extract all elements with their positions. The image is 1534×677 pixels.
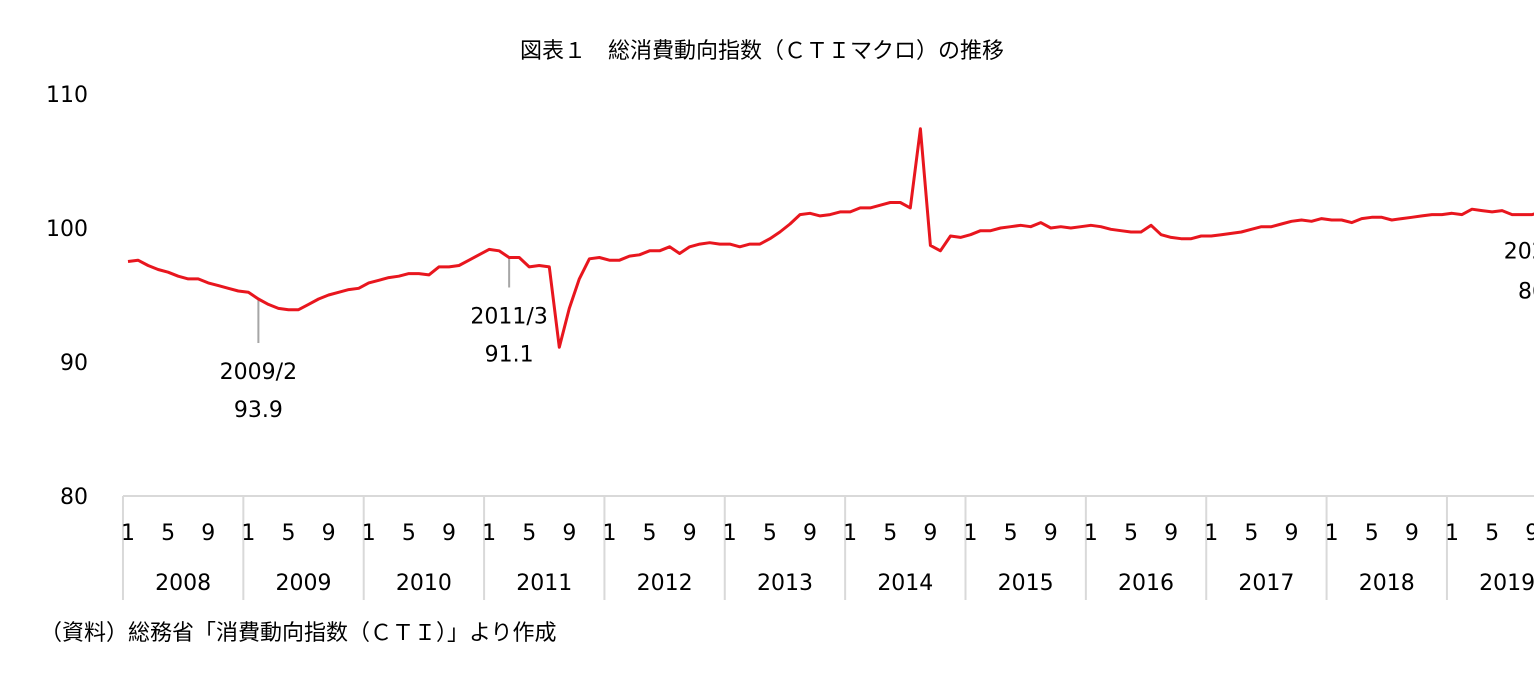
x-tick-year: 2017 xyxy=(1238,571,1294,596)
y-tick-label: 90 xyxy=(60,351,88,376)
annotation-date: 2020/5 xyxy=(1504,240,1534,265)
annotation-value: 91.1 xyxy=(485,342,534,367)
x-tick-month: 5 xyxy=(161,521,175,546)
x-tick-month: 1 xyxy=(602,521,616,546)
x-tick-year: 2009 xyxy=(276,571,332,596)
x-tick-year: 2013 xyxy=(757,571,813,596)
source-note: （資料）総務省「消費動向指数（ＣＴＩ）」より作成 xyxy=(40,621,557,646)
x-tick-month: 1 xyxy=(482,521,496,546)
chart-title: 図表１ 総消費動向指数（ＣＴＩマクロ）の推移 xyxy=(520,39,1004,64)
series-line-cti xyxy=(127,127,1534,349)
x-tick-year: 2019 xyxy=(1479,571,1534,596)
x-tick-month: 9 xyxy=(1405,521,1419,546)
x-tick-month: 9 xyxy=(1044,521,1058,546)
annotation-date: 2009/2 xyxy=(220,360,297,385)
x-tick-month: 5 xyxy=(1485,521,1499,546)
x-tick-month: 1 xyxy=(1084,521,1098,546)
x-tick-month: 9 xyxy=(923,521,937,546)
y-axis: 80 90 100 110 xyxy=(46,83,88,510)
x-tick-year: 2008 xyxy=(155,571,211,596)
annotation-value: 86.0 xyxy=(1518,280,1534,305)
x-tick-year: 2018 xyxy=(1359,571,1415,596)
x-tick-month: 9 xyxy=(201,521,215,546)
x-tick-month: 1 xyxy=(1445,521,1459,546)
x-tick-month: 1 xyxy=(121,521,135,546)
x-tick-month: 5 xyxy=(1365,521,1379,546)
x-tick-month: 5 xyxy=(883,521,897,546)
x-tick-month: 1 xyxy=(964,521,978,546)
x-tick-month: 5 xyxy=(1004,521,1018,546)
x-tick-month: 5 xyxy=(1244,521,1258,546)
x-tick-month: 5 xyxy=(402,521,416,546)
y-tick-label: 100 xyxy=(46,217,88,242)
x-tick-year: 2010 xyxy=(396,571,452,596)
annotation-value: 93.9 xyxy=(234,398,283,423)
x-tick-month: 5 xyxy=(643,521,657,546)
x-tick-month: 1 xyxy=(241,521,255,546)
x-tick-year: 2011 xyxy=(516,571,572,596)
x-tick-year: 2014 xyxy=(877,571,933,596)
x-tick-month: 1 xyxy=(1204,521,1218,546)
x-tick-month: 1 xyxy=(362,521,376,546)
x-tick-month: 9 xyxy=(1525,521,1534,546)
x-tick-month: 9 xyxy=(442,521,456,546)
x-axis: 1 5 9 2008 1 5 9 2009 1 5 9 2010 1 5 9 2011 1 5 9 2012 1 5 9 20… xyxy=(121,495,1534,600)
x-tick-year: 2012 xyxy=(637,571,693,596)
x-tick-month: 9 xyxy=(322,521,336,546)
x-tick-month: 5 xyxy=(281,521,295,546)
x-tick-year: 2016 xyxy=(1118,571,1174,596)
x-tick-month: 5 xyxy=(763,521,777,546)
annotation-date: 2011/3 xyxy=(470,304,547,329)
x-tick-month: 9 xyxy=(562,521,576,546)
x-tick-month: 1 xyxy=(723,521,737,546)
x-tick-month: 1 xyxy=(1325,521,1339,546)
x-tick-month: 5 xyxy=(522,521,536,546)
x-tick-month: 9 xyxy=(803,521,817,546)
y-tick-label: 110 xyxy=(46,83,88,108)
x-tick-month: 1 xyxy=(843,521,857,546)
x-tick-month: 5 xyxy=(1124,521,1138,546)
y-tick-label: 80 xyxy=(60,485,88,510)
x-tick-month: 9 xyxy=(683,521,697,546)
x-tick-month: 9 xyxy=(1164,521,1178,546)
x-tick-month: 9 xyxy=(1284,521,1298,546)
x-tick-year: 2015 xyxy=(998,571,1054,596)
